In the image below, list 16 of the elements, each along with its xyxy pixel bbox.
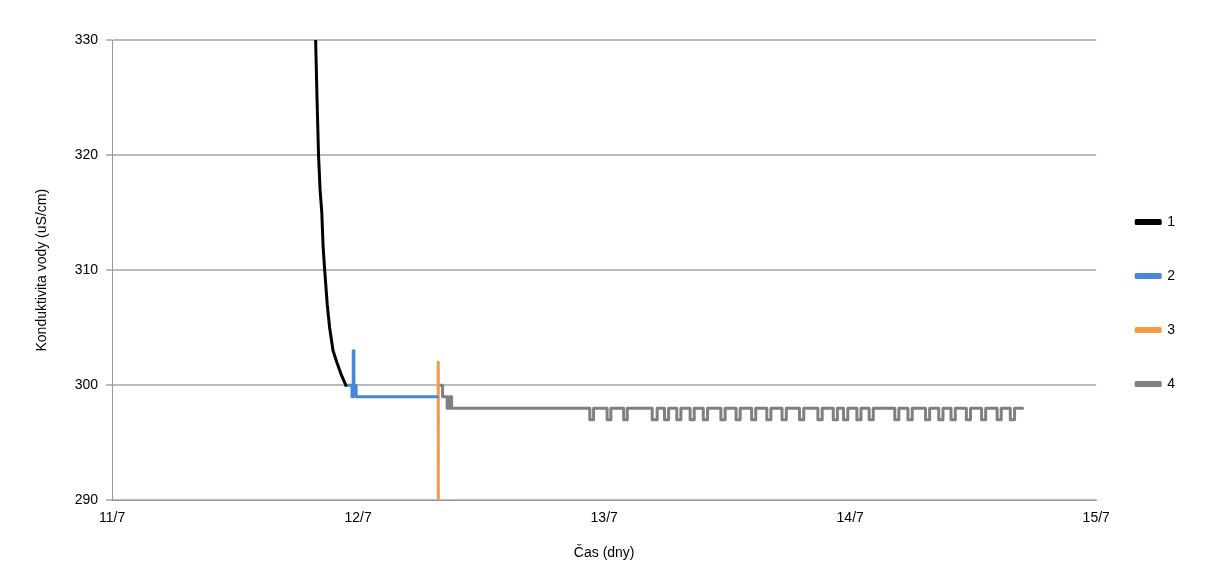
- y-axis-title: Konduktivita vody (uS/cm): [33, 188, 50, 352]
- x-tick-label: 12/7: [344, 508, 373, 525]
- x-tick-label: 13/7: [590, 508, 619, 525]
- y-tick-label: 320: [74, 145, 99, 162]
- y-tick-label: 300: [74, 376, 99, 393]
- legend-label: 4: [1167, 374, 1176, 391]
- legend-label: 1: [1167, 212, 1176, 229]
- x-tick-label: 15/7: [1082, 508, 1111, 525]
- legend-label: 2: [1167, 266, 1176, 283]
- x-tick-label: 11/7: [99, 508, 126, 525]
- x-axis-title: Čas (dny): [573, 544, 635, 561]
- legend-label: 3: [1167, 320, 1176, 337]
- y-tick-label: 330: [74, 30, 99, 47]
- y-tick-label: 310: [74, 261, 99, 278]
- x-tick-label: 14/7: [836, 508, 865, 525]
- y-tick-label: 290: [74, 491, 99, 508]
